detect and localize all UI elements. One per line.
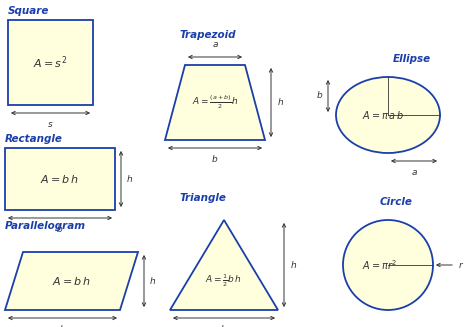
Polygon shape	[165, 65, 265, 140]
Text: Square: Square	[8, 6, 49, 16]
Text: s: s	[48, 120, 53, 129]
Text: b: b	[221, 325, 227, 327]
Text: h: h	[127, 175, 133, 183]
Text: Rectangle: Rectangle	[5, 134, 63, 144]
Circle shape	[343, 220, 433, 310]
Polygon shape	[5, 252, 138, 310]
Text: h: h	[150, 277, 156, 285]
Text: Parallelogram: Parallelogram	[5, 221, 86, 231]
Text: Circle: Circle	[380, 197, 413, 207]
Text: b: b	[316, 92, 322, 100]
Text: $A=\frac{(a+b)}{2}h$: $A=\frac{(a+b)}{2}h$	[192, 94, 238, 111]
Text: b: b	[60, 325, 65, 327]
Text: b: b	[212, 155, 218, 164]
Text: $A=\pi\,a\,b$: $A=\pi\,a\,b$	[362, 109, 404, 121]
Text: h: h	[291, 261, 297, 269]
Text: h: h	[278, 98, 284, 107]
Text: r: r	[459, 261, 463, 269]
Text: $A=b\,h$: $A=b\,h$	[52, 275, 91, 287]
Text: $A=\frac{1}{2}b\,h$: $A=\frac{1}{2}b\,h$	[205, 272, 243, 289]
Text: $A=s^2$: $A=s^2$	[33, 54, 68, 71]
Ellipse shape	[336, 77, 440, 153]
Text: a: a	[411, 168, 417, 177]
Text: $A=b\,h$: $A=b\,h$	[40, 173, 80, 185]
Text: Trapezoid: Trapezoid	[180, 30, 237, 40]
Text: Ellipse: Ellipse	[393, 54, 431, 64]
Bar	[5, 148, 115, 210]
Polygon shape	[170, 220, 278, 310]
Bar	[8, 20, 93, 105]
Text: $A=\pi r^2$: $A=\pi r^2$	[363, 258, 398, 272]
Text: Triangle: Triangle	[180, 193, 227, 203]
Text: a: a	[212, 40, 218, 49]
Text: b: b	[57, 225, 63, 234]
